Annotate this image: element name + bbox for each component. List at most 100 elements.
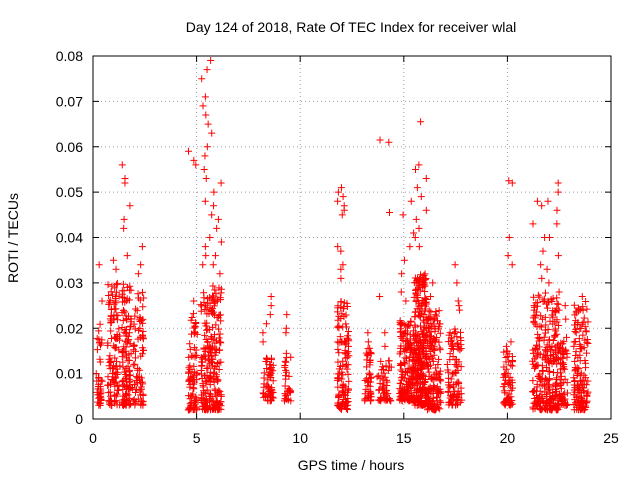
- data-point: [338, 211, 346, 219]
- data-point: [282, 358, 290, 366]
- data-point: [432, 364, 440, 372]
- data-point: [281, 392, 289, 400]
- data-point: [455, 378, 463, 386]
- data-point: [425, 384, 433, 392]
- y-tick-label: 0.01: [56, 366, 83, 382]
- data-point: [500, 363, 508, 371]
- data-point: [453, 390, 461, 398]
- x-tick-label: 25: [603, 430, 619, 446]
- data-point: [201, 197, 209, 205]
- data-point: [396, 385, 404, 393]
- data-point: [265, 391, 273, 399]
- data-point: [426, 385, 434, 393]
- data-point: [453, 279, 461, 287]
- data-point: [507, 386, 515, 394]
- data-point: [550, 369, 558, 377]
- data-point: [105, 389, 113, 397]
- data-point: [436, 344, 444, 352]
- data-point: [199, 102, 207, 110]
- data-point: [505, 177, 513, 185]
- data-point: [211, 346, 219, 354]
- data-point: [584, 388, 592, 396]
- data-point: [508, 356, 516, 364]
- data-point: [111, 284, 119, 292]
- data-point: [533, 394, 541, 402]
- x-tick-label: 15: [396, 430, 412, 446]
- data-point: [106, 352, 114, 360]
- data-point: [121, 298, 129, 306]
- data-point: [561, 389, 569, 397]
- data-point: [209, 261, 217, 269]
- data-point: [538, 274, 546, 282]
- data-point: [534, 334, 542, 342]
- data-point: [137, 379, 145, 386]
- data-point: [563, 401, 571, 409]
- data-point: [95, 339, 103, 347]
- data-point: [452, 355, 460, 363]
- data-point: [207, 57, 215, 65]
- data-point: [137, 374, 145, 382]
- data-point: [198, 355, 206, 363]
- data-point: [375, 386, 383, 394]
- data-point: [105, 292, 113, 300]
- data-point: [582, 381, 590, 389]
- data-point: [435, 388, 443, 396]
- data-point: [112, 265, 120, 273]
- data-point: [113, 333, 121, 341]
- data-point: [403, 354, 411, 362]
- data-point: [185, 392, 193, 400]
- data-point: [212, 371, 220, 379]
- data-point: [104, 381, 112, 389]
- data-point: [529, 388, 537, 396]
- data-point: [269, 388, 277, 396]
- data-point: [364, 345, 372, 353]
- data-point: [580, 387, 588, 395]
- data-point: [345, 377, 353, 385]
- x-tick-label: 20: [500, 430, 516, 446]
- data-point: [107, 397, 115, 405]
- data-point: [133, 307, 141, 315]
- data-point: [426, 338, 434, 346]
- data-point: [210, 292, 218, 300]
- data-point: [118, 378, 126, 386]
- data-point: [424, 363, 432, 371]
- data-point: [507, 338, 515, 346]
- data-point: [446, 392, 454, 400]
- data-point: [209, 375, 217, 383]
- data-point: [422, 206, 430, 214]
- y-tick-label: 0.02: [56, 320, 83, 336]
- data-point: [106, 392, 114, 400]
- data-point: [344, 348, 352, 356]
- data-point: [415, 282, 423, 290]
- data-point: [424, 315, 432, 323]
- data-point: [580, 314, 588, 322]
- data-point: [448, 344, 456, 352]
- data-point: [559, 340, 567, 348]
- data-point: [131, 312, 139, 320]
- data-point: [125, 378, 133, 386]
- data-point: [507, 361, 515, 369]
- data-point: [260, 380, 268, 388]
- data-point: [421, 378, 429, 386]
- data-point: [426, 347, 434, 355]
- data-point: [581, 323, 589, 331]
- data-point: [414, 286, 422, 294]
- data-point: [403, 369, 411, 377]
- data-point: [544, 304, 552, 312]
- data-point: [544, 348, 552, 356]
- data-point: [121, 347, 129, 355]
- data-point: [111, 382, 119, 390]
- data-point: [129, 397, 137, 405]
- data-point: [212, 362, 220, 370]
- data-point: [375, 386, 383, 394]
- data-point: [190, 385, 198, 393]
- data-point: [121, 179, 129, 187]
- data-point: [415, 345, 423, 353]
- data-point: [206, 381, 214, 389]
- data-point: [190, 297, 198, 305]
- data-point: [206, 234, 214, 241]
- data-point: [399, 383, 407, 391]
- data-point: [201, 243, 209, 251]
- data-point: [416, 338, 424, 346]
